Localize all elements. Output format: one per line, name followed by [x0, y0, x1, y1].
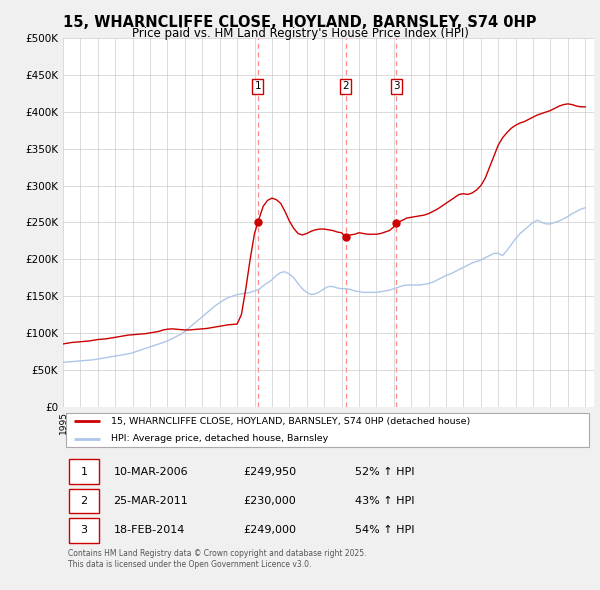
Text: 15, WHARNCLIFFE CLOSE, HOYLAND, BARNSLEY, S74 0HP: 15, WHARNCLIFFE CLOSE, HOYLAND, BARNSLEY… — [63, 15, 537, 30]
Text: Price paid vs. HM Land Registry's House Price Index (HPI): Price paid vs. HM Land Registry's House … — [131, 27, 469, 40]
Text: Contains HM Land Registry data © Crown copyright and database right 2025.
This d: Contains HM Land Registry data © Crown c… — [68, 549, 367, 569]
Text: 3: 3 — [80, 526, 88, 536]
Text: 43% ↑ HPI: 43% ↑ HPI — [355, 496, 415, 506]
FancyBboxPatch shape — [70, 518, 98, 543]
Text: 54% ↑ HPI: 54% ↑ HPI — [355, 526, 415, 536]
Text: 2: 2 — [342, 81, 349, 91]
FancyBboxPatch shape — [70, 459, 98, 484]
FancyBboxPatch shape — [70, 489, 98, 513]
Text: 18-FEB-2014: 18-FEB-2014 — [113, 526, 185, 536]
Text: £249,950: £249,950 — [244, 467, 296, 477]
FancyBboxPatch shape — [65, 413, 589, 447]
Text: 25-MAR-2011: 25-MAR-2011 — [113, 496, 188, 506]
Text: 1: 1 — [80, 467, 88, 477]
Text: 52% ↑ HPI: 52% ↑ HPI — [355, 467, 415, 477]
Text: 15, WHARNCLIFFE CLOSE, HOYLAND, BARNSLEY, S74 0HP (detached house): 15, WHARNCLIFFE CLOSE, HOYLAND, BARNSLEY… — [111, 417, 470, 426]
Text: HPI: Average price, detached house, Barnsley: HPI: Average price, detached house, Barn… — [111, 434, 328, 444]
Text: £230,000: £230,000 — [244, 496, 296, 506]
Text: 2: 2 — [80, 496, 88, 506]
Text: £249,000: £249,000 — [244, 526, 296, 536]
Text: 1: 1 — [254, 81, 261, 91]
Text: 3: 3 — [393, 81, 400, 91]
Text: 10-MAR-2006: 10-MAR-2006 — [113, 467, 188, 477]
